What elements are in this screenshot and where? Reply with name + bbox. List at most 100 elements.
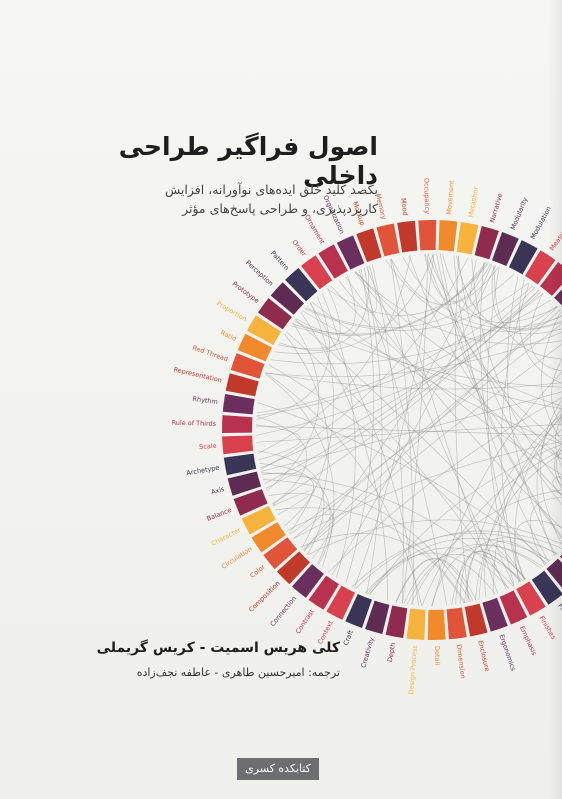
wheel-label: Mood — [399, 198, 409, 217]
wheel-segment — [438, 220, 458, 252]
wheel-segment — [482, 597, 508, 632]
chord-line — [463, 413, 562, 604]
chord-line — [466, 549, 527, 603]
chord-line — [458, 255, 562, 506]
wheel-segment — [531, 570, 562, 605]
chord-line — [354, 271, 562, 345]
wheel-segment — [397, 220, 418, 253]
chord-line — [321, 292, 356, 578]
chord-line — [264, 373, 335, 568]
wheel-label: Scale — [199, 442, 217, 451]
chord-line — [390, 258, 414, 605]
wheel-label: Depth — [386, 642, 397, 663]
chord-line — [303, 262, 486, 551]
chord-line — [256, 296, 330, 420]
chord-line — [358, 269, 448, 606]
chord-line — [514, 414, 562, 584]
chord-line — [469, 259, 493, 305]
wheel-label: Red Thread — [191, 344, 229, 364]
chord-line — [514, 520, 562, 580]
chord-line — [355, 530, 562, 589]
chord-line — [484, 540, 548, 598]
chord-line — [289, 322, 562, 535]
wheel-label: Enclosure — [476, 640, 491, 673]
chord-line — [390, 258, 499, 594]
chord-line — [431, 253, 562, 460]
chord-line — [287, 514, 335, 560]
chord-line — [274, 253, 434, 354]
wheel-chords — [256, 253, 562, 607]
wheel-segment — [345, 593, 372, 628]
wheel-segment — [222, 435, 254, 455]
chord-line — [260, 290, 540, 469]
wheel-label: Modularity — [509, 196, 529, 231]
chord-line — [530, 497, 562, 566]
wheel-segment — [301, 255, 333, 290]
wheel-label: Dimension — [455, 644, 467, 679]
chord-line — [421, 449, 562, 606]
wheel-segment — [223, 453, 257, 476]
wheel-label: Prototype — [231, 280, 261, 305]
chord-line — [541, 310, 562, 441]
wheel-segment — [246, 315, 282, 345]
wheel-segment — [318, 244, 348, 279]
chord-line — [261, 472, 514, 587]
wheel-segment — [233, 489, 268, 516]
chord-line — [284, 333, 329, 549]
chord-line — [338, 265, 377, 313]
wheel-segment — [474, 225, 499, 260]
chord-line — [291, 262, 487, 335]
wheel-segment — [222, 394, 255, 415]
chord-line — [402, 254, 429, 604]
wheel-label: Pattern — [269, 249, 291, 272]
wheel-segment — [270, 282, 305, 315]
chord-line — [311, 301, 562, 445]
chord-line — [455, 551, 522, 605]
chord-line — [263, 479, 472, 602]
wheel-label: Balance — [206, 506, 233, 523]
chord-line — [345, 276, 562, 529]
page-edge-shadow — [548, 0, 562, 799]
wheel-segment — [427, 609, 446, 640]
wheel-segments — [222, 220, 562, 640]
chord-line — [257, 255, 412, 455]
chord-line — [395, 558, 474, 603]
wheel-label: Emphasis — [518, 625, 538, 657]
wheel-label: Ratio — [219, 329, 238, 343]
chord-line — [266, 322, 320, 491]
chord-line — [304, 282, 529, 331]
chord-line — [424, 254, 491, 303]
chord-line — [454, 256, 470, 603]
wheel-segment — [365, 600, 390, 635]
wheel-label: Ornament — [303, 213, 327, 246]
book-translators: ترجمه: امیرحسین طاهری - عاطفه نجف‌زاده — [136, 666, 340, 679]
wheel-label: Craft — [342, 628, 356, 646]
wheel-label: Archetype — [186, 464, 220, 478]
wheel-segment — [385, 605, 408, 639]
chord-line — [496, 544, 526, 586]
chord-line — [293, 309, 561, 539]
chord-line — [442, 254, 562, 330]
chord-line — [439, 254, 562, 538]
wheel-segment — [554, 289, 562, 306]
chord-line — [506, 276, 557, 556]
chord-line — [256, 285, 534, 414]
book-subtitle: یکصد کلید خلق ایده‌های نوآورانه، افزایش … — [40, 180, 378, 218]
chord-line — [487, 267, 515, 586]
wheel-segment — [559, 554, 562, 559]
wheel-label: Ergonomics — [497, 633, 517, 672]
chord-line — [436, 253, 562, 540]
wheel-segment — [516, 581, 546, 616]
wheel-segment — [257, 298, 292, 330]
wheel-segment — [508, 240, 538, 275]
chord-line — [427, 253, 558, 323]
chord-line — [302, 310, 562, 410]
wheel-segment — [464, 603, 488, 637]
chord-line — [518, 279, 562, 384]
wheel-label: Design Process — [407, 644, 419, 694]
subtitle-line-1: یکصد کلید خلق ایده‌های نوآورانه، افزایش — [164, 182, 378, 197]
chord-line — [305, 273, 515, 329]
chord-line — [459, 551, 521, 604]
wheel-segment — [546, 558, 562, 588]
